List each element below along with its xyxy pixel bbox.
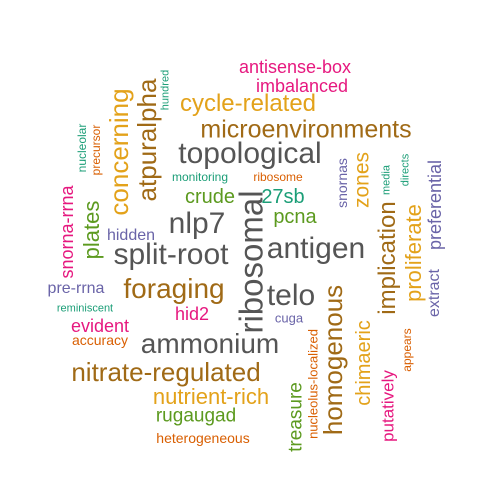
- word-pcna: pcna: [273, 206, 317, 228]
- word-implication: implication: [374, 201, 401, 315]
- word-ammonium: ammonium: [140, 328, 280, 359]
- word-pre-rrna: pre-rrna: [47, 280, 105, 297]
- word-crude: crude: [184, 186, 236, 208]
- word-accuracy: accuracy: [71, 332, 129, 348]
- word-heterogeneous: heterogeneous: [156, 430, 250, 446]
- word-antigen: antigen: [266, 232, 366, 265]
- word-cycle-related: cycle-related: [179, 90, 317, 117]
- word-telo: telo: [266, 279, 316, 312]
- word-topological: topological: [178, 137, 322, 170]
- word-ribosome: ribosome: [253, 170, 303, 184]
- word-appears: appears: [400, 328, 414, 372]
- word-foraging: foraging: [123, 273, 225, 304]
- word-snorna-rrna: snorna-rrna: [57, 185, 77, 279]
- word-extract: extract: [426, 268, 443, 318]
- word-plates: plates: [79, 200, 104, 260]
- word-split-root: split-root: [113, 238, 229, 271]
- word-microenvironments: microenvironments: [200, 115, 412, 144]
- word-directs: directs: [399, 153, 412, 187]
- word-putatively: putatively: [378, 370, 398, 442]
- word-concerning: concerning: [104, 88, 134, 216]
- word-nitrate-regulated: nitrate-regulated: [71, 357, 261, 387]
- word-27sb: 27sb: [261, 186, 305, 208]
- word-imbalanced: imbalanced: [255, 76, 349, 96]
- word-ribosomal: ribosomal: [232, 190, 270, 334]
- word-nucleolar: nucleolar: [75, 123, 89, 173]
- word-evident: evident: [70, 316, 130, 336]
- word-hid2: hid2: [174, 304, 210, 324]
- word-hidden: hidden: [106, 227, 156, 244]
- word-precursor: precursor: [89, 124, 103, 176]
- word-proliferate: proliferate: [401, 204, 426, 302]
- word-rugaugad: rugaugad: [155, 405, 237, 427]
- word-monitoring: monitoring: [171, 170, 229, 184]
- word-treasure: treasure: [285, 382, 307, 452]
- word-cuga: cuga: [274, 310, 304, 326]
- word-hundred: hundred: [159, 69, 172, 111]
- word-zones: zones: [350, 151, 374, 209]
- word-reminiscent: reminiscent: [56, 302, 114, 315]
- word-media: media: [380, 165, 393, 195]
- word-snornas: snornas: [334, 158, 350, 208]
- word-atpuralpha: atpuralpha: [132, 78, 162, 202]
- word-nutrient-rich: nutrient-rich: [152, 384, 270, 409]
- word-homogenous: homogenous: [318, 284, 348, 436]
- word-nlp7: nlp7: [168, 207, 226, 240]
- word-preferential: preferential: [425, 159, 445, 251]
- word-antisense-box: antisense-box: [238, 57, 352, 77]
- word-chimaeric: chimaeric: [353, 320, 375, 406]
- word-nucleolus-localized: nucleolus-localized: [305, 329, 321, 439]
